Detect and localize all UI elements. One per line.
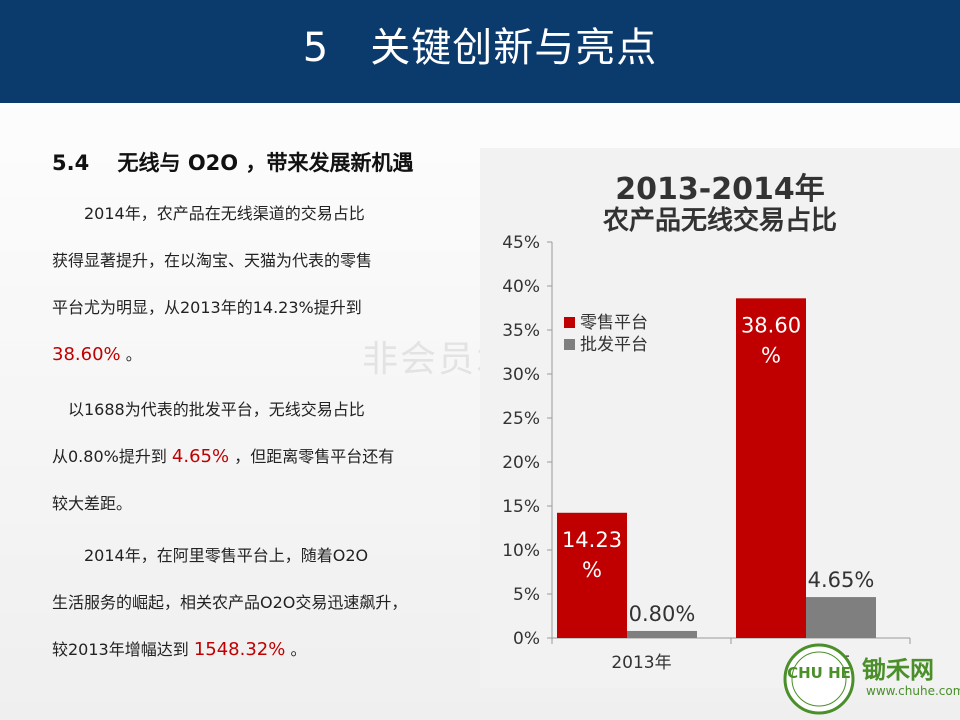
bar-value-label: 14.23 — [562, 528, 622, 552]
retail-share-highlight: 38.60% — [52, 344, 121, 365]
y-tick-label: 5% — [513, 585, 540, 605]
y-tick-label: 45% — [502, 233, 540, 253]
paragraph-text: ，但距离零售平台还有 — [229, 447, 395, 466]
y-tick-label: 40% — [502, 277, 540, 297]
paragraph-1: 2014年，农产品在无线渠道的交易占比 获得显著提升，在以淘宝、天猫为代表的零售… — [52, 190, 482, 378]
paragraph-line: 从0.80%提升到 4.65% ，但距离零售平台还有 — [52, 433, 482, 480]
bar-value-label-unit: % — [582, 558, 602, 582]
paragraph-line: 以1688为代表的批发平台，无线交易占比 — [52, 400, 365, 419]
paragraph-3: 2014年，在阿里零售平台上，随着O2O 生活服务的崛起，相关农产品O2O交易迅… — [52, 532, 482, 673]
bar-chart: 0% 5% 10% 15% 20% 25% 30% 35% 40% 45% 14.23% 0.80% 2… — [502, 233, 911, 673]
paragraph-text: 。 — [285, 640, 307, 659]
o2o-growth-highlight: 1548.32% — [193, 639, 286, 660]
paragraph-line: 平台尤为明显，从2013年的14.23%提升到 — [52, 298, 362, 317]
legend-swatch — [564, 317, 575, 328]
legend-label: 零售平台 — [580, 313, 648, 333]
paragraph-line: 较2013年增幅达到 1548.32% 。 — [52, 626, 482, 673]
paragraph-line: 2014年，农产品在无线渠道的交易占比 — [52, 204, 365, 223]
bar-value-label: 4.65% — [808, 568, 875, 592]
wholesale-share-highlight: 4.65% — [171, 446, 230, 467]
legend-swatch — [564, 339, 575, 350]
paragraph-line: 较大差距。 — [52, 494, 133, 513]
bar-value-label: 38.60 — [741, 313, 801, 337]
paragraph-line: 生活服务的崛起，相关农产品O2O交易迅速飙升， — [52, 593, 408, 612]
paragraph-text: 从0.80%提升到 — [52, 447, 172, 466]
logo-mark-text: CHU HE — [787, 664, 851, 682]
chart-title: 2013-2014年 — [615, 172, 825, 207]
y-tick-label: 30% — [502, 365, 540, 385]
paragraph-text: 较2013年增幅达到 — [52, 640, 194, 659]
legend-label: 批发平台 — [580, 335, 648, 355]
x-tick-label: 2013年 — [611, 653, 671, 673]
y-tick-label: 35% — [502, 321, 540, 341]
brand-name: 锄禾网 — [862, 656, 934, 684]
paragraph-line: 38.60% 。 — [52, 331, 482, 378]
chart-subtitle: 农产品无线交易占比 — [602, 206, 837, 236]
paragraph-2: 以1688为代表的批发平台，无线交易占比 从0.80%提升到 4.65% ，但距… — [52, 386, 482, 527]
paragraph-line: 2014年，在阿里零售平台上，随着O2O — [52, 546, 369, 565]
bar-value-label: 0.80% — [629, 602, 696, 626]
bar-retail — [557, 512, 627, 638]
page-title: 5 关键创新与亮点 — [302, 25, 658, 71]
chart-panel: 2013-2014年 农产品无线交易占比 0% 5% 10% 15% 20% 25% 30%… — [480, 148, 960, 688]
y-tick-label: 20% — [502, 453, 540, 473]
section-heading: 5.4 无线与 O2O ，带来发展新机遇 — [52, 151, 414, 175]
bar-wholesale — [806, 597, 876, 638]
header-bar: 5 关键创新与亮点 — [0, 0, 960, 103]
bar-wholesale — [627, 630, 697, 638]
y-tick-label: 15% — [502, 497, 540, 517]
y-tick-label: 0% — [513, 629, 540, 649]
paragraph-line: 获得显著提升，在以淘宝、天猫为代表的零售 — [52, 251, 373, 270]
brand-url: www.chuhe.com — [866, 684, 960, 698]
bar-value-label-unit: % — [761, 343, 781, 367]
paragraph-text: 。 — [120, 345, 142, 364]
y-tick-label: 10% — [502, 541, 540, 561]
chuhe-logo-icon: CHU HE — [783, 643, 855, 715]
y-tick-label: 25% — [502, 409, 540, 429]
bar-retail — [736, 298, 806, 638]
